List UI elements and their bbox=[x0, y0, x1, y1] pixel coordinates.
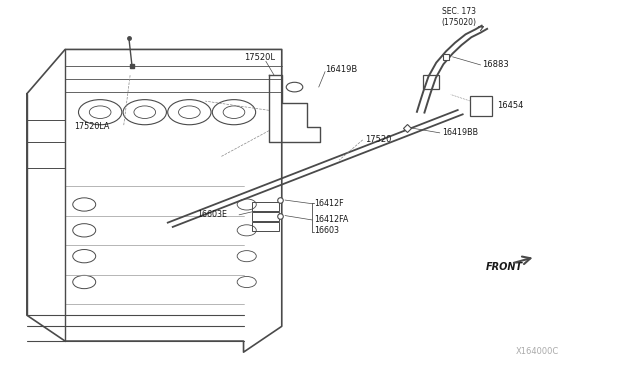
Text: SEC. 173
(175020): SEC. 173 (175020) bbox=[442, 7, 476, 27]
Text: 16412FA: 16412FA bbox=[314, 215, 349, 224]
Bar bbox=[470, 96, 492, 116]
Bar bbox=[252, 202, 278, 211]
Text: 17520LA: 17520LA bbox=[74, 122, 109, 131]
Text: 16603: 16603 bbox=[314, 226, 339, 235]
Text: 16883: 16883 bbox=[483, 60, 509, 70]
Text: 16419B: 16419B bbox=[325, 65, 357, 74]
Text: 17520: 17520 bbox=[365, 135, 391, 144]
Text: 16603E: 16603E bbox=[198, 210, 228, 219]
Bar bbox=[252, 222, 278, 231]
Text: 16419BB: 16419BB bbox=[442, 128, 478, 137]
Text: 16454: 16454 bbox=[497, 102, 524, 110]
Text: 17520L: 17520L bbox=[244, 53, 275, 62]
Bar bbox=[422, 74, 439, 89]
Text: X164000C: X164000C bbox=[516, 347, 559, 356]
Text: FRONT: FRONT bbox=[486, 262, 524, 272]
Bar bbox=[252, 212, 278, 221]
Text: 16412F: 16412F bbox=[314, 199, 344, 208]
